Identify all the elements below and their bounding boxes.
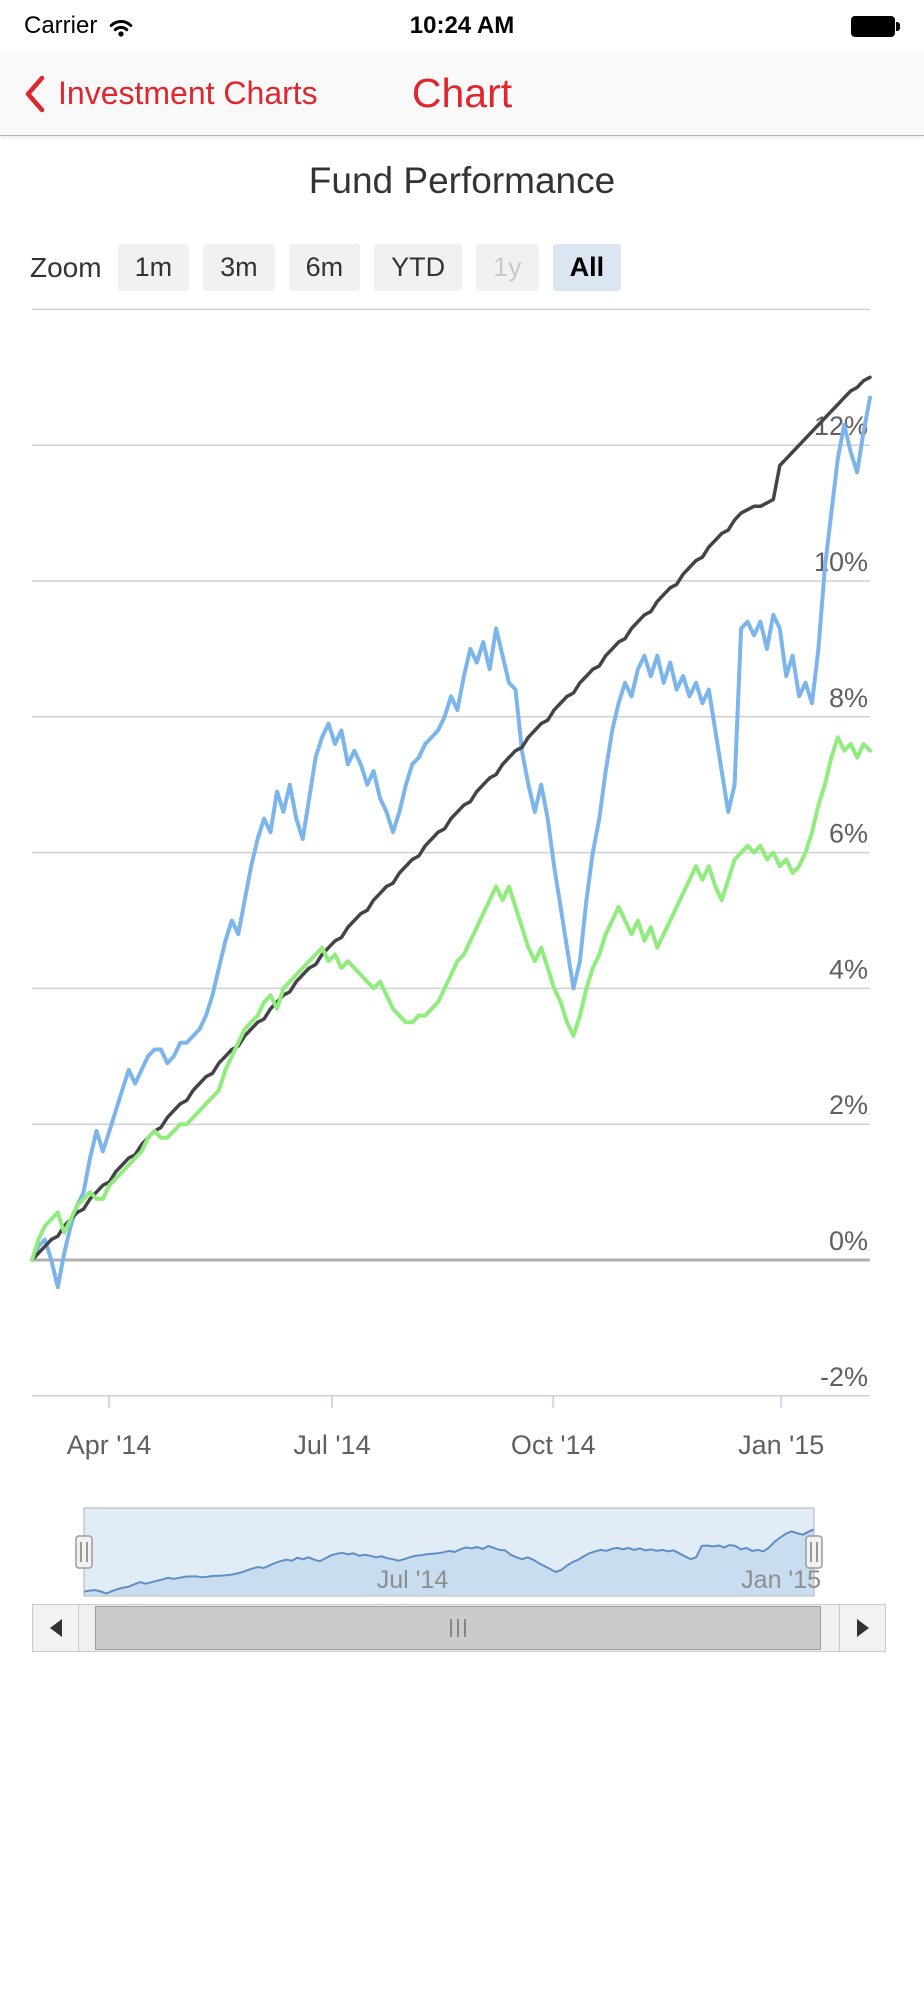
zoom-button-1y: 1y bbox=[476, 244, 539, 291]
status-bar: Carrier 10:24 AM bbox=[0, 0, 924, 52]
y-axis-label: 8% bbox=[829, 683, 868, 713]
navigator-line bbox=[83, 1528, 815, 1595]
chart-title: Fund Performance bbox=[308, 160, 616, 201]
battery-tip bbox=[896, 21, 900, 31]
scrollbar-left-arrow-icon bbox=[49, 1619, 62, 1637]
x-axis-label: Jul '14 bbox=[293, 1430, 370, 1460]
navigator[interactable]: Jul '14 Jan '15 bbox=[0, 1504, 924, 1604]
zoom-button-1m[interactable]: 1m bbox=[117, 244, 190, 291]
scrollbar bbox=[32, 1604, 886, 1652]
series-green-line bbox=[30, 735, 872, 1262]
scrollbar-right-arrow-icon bbox=[856, 1619, 869, 1637]
zoom-button-group: 1m 3m 6m YTD 1y All bbox=[117, 244, 622, 291]
navigator-axis-label: Jan '15 bbox=[741, 1566, 821, 1594]
zoom-button-6m[interactable]: 6m bbox=[288, 244, 361, 291]
navigator-left-handle[interactable] bbox=[75, 1535, 93, 1569]
back-button[interactable]: Investment Charts bbox=[0, 74, 318, 114]
y-axis-label: 0% bbox=[829, 1226, 868, 1256]
series-blue-line bbox=[30, 395, 872, 1290]
main-chart[interactable]: 12%10%8%6%4%2%0%-2%Apr '14 Jul '14 Oct '14… bbox=[0, 300, 924, 1480]
status-right bbox=[851, 15, 900, 37]
x-axis-label: Oct '14 bbox=[511, 1430, 596, 1460]
y-axis-label: 6% bbox=[829, 819, 868, 849]
wifi-icon bbox=[110, 19, 133, 37]
x-axis-label: Jan '15 bbox=[738, 1430, 824, 1460]
y-axis-label: -2% bbox=[820, 1362, 868, 1392]
scrollbar-thumb[interactable] bbox=[95, 1606, 821, 1650]
battery-body bbox=[851, 15, 895, 37]
scrollbar-grip-icon bbox=[450, 1619, 466, 1637]
carrier-label: Carrier bbox=[24, 12, 98, 39]
navigator-area bbox=[84, 1529, 814, 1595]
status-time: 10:24 AM bbox=[409, 12, 515, 39]
status-left: Carrier bbox=[24, 12, 136, 40]
back-label: Investment Charts bbox=[58, 75, 318, 111]
scrollbar-left-button[interactable] bbox=[33, 1605, 79, 1651]
scrollbar-right-button[interactable] bbox=[839, 1605, 885, 1651]
series-black-line bbox=[30, 375, 872, 1262]
x-axis-label: Apr '14 bbox=[67, 1430, 152, 1460]
back-chevron-icon bbox=[25, 75, 45, 112]
zoom-button-3m[interactable]: 3m bbox=[203, 244, 275, 291]
y-axis-label: 4% bbox=[829, 954, 868, 984]
navigator-axis-label: Jul '14 bbox=[377, 1566, 449, 1594]
nav-title: Chart bbox=[411, 70, 513, 116]
navigator-right-handle[interactable] bbox=[805, 1535, 823, 1569]
nav-bar: Investment Charts Chart bbox=[0, 52, 924, 136]
zoom-controls: Zoom 1m 3m 6m YTD 1y All bbox=[30, 244, 622, 291]
y-axis-label: 10% bbox=[814, 547, 868, 577]
y-axis-label: 2% bbox=[829, 1090, 868, 1120]
zoom-label: Zoom bbox=[30, 251, 102, 283]
zoom-button-all[interactable]: All bbox=[552, 244, 622, 291]
zoom-button-ytd[interactable]: YTD bbox=[374, 244, 463, 291]
battery-icon bbox=[851, 15, 900, 37]
